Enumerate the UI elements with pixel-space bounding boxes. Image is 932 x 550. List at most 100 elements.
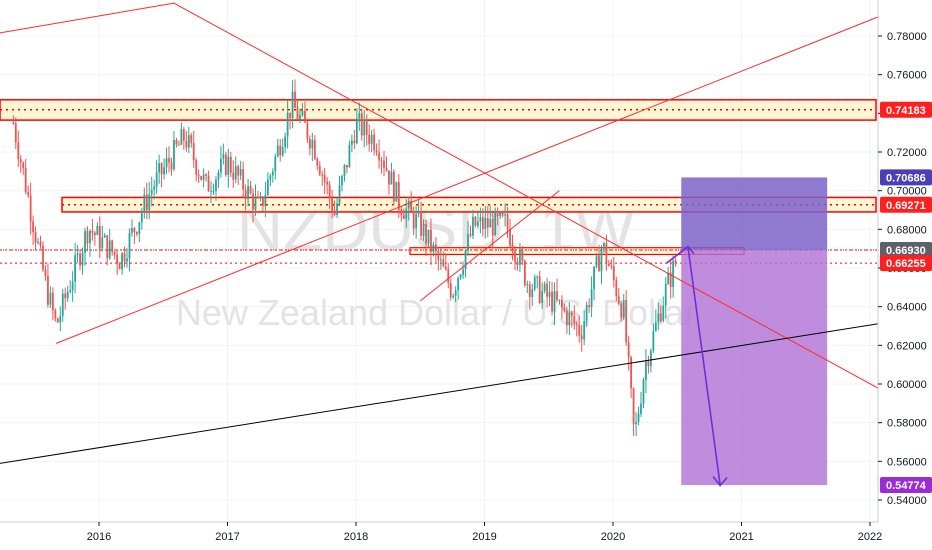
candle-body (61, 293, 64, 316)
candle-body (170, 162, 173, 170)
candle-body (239, 168, 242, 176)
candle-body (568, 312, 571, 326)
candle-body (430, 229, 432, 252)
candle-body (148, 194, 151, 211)
candle-body (637, 413, 640, 422)
candle-body (652, 330, 655, 351)
candle-body (521, 250, 524, 262)
candle-body (617, 296, 620, 304)
candle-body (259, 196, 262, 198)
support-trendline[interactable] (0, 317, 913, 468)
candle-body (175, 140, 178, 145)
candle-body (583, 321, 586, 340)
candle-body (447, 269, 450, 284)
trendline[interactable] (419, 190, 560, 302)
candle-body (459, 274, 462, 278)
candle-body (56, 318, 59, 323)
candle-body (66, 291, 69, 299)
candle-body (326, 181, 329, 185)
candle-body (128, 233, 131, 259)
price-tick-label: 0.70000 (887, 186, 927, 198)
candle-body (294, 91, 296, 108)
candle-body (499, 212, 502, 217)
candle-body (407, 200, 410, 209)
candle-body (477, 221, 479, 226)
candle-body (486, 217, 489, 228)
candle-body (306, 122, 309, 139)
candle-body (420, 211, 422, 236)
short-position-tool[interactable] (681, 177, 828, 486)
candle-body (158, 163, 161, 173)
candle-body (491, 218, 494, 236)
candle-body (514, 251, 516, 262)
trendlines[interactable] (0, 2, 914, 468)
candle-body (457, 277, 460, 291)
candle-body (276, 145, 279, 157)
candle-body (321, 174, 324, 176)
candle-body (178, 144, 180, 146)
candle-body (672, 260, 675, 287)
candle-body (220, 158, 222, 173)
candle-body (546, 283, 549, 297)
candle-body (71, 281, 74, 291)
candle-body (116, 254, 119, 265)
candle-body (659, 313, 662, 321)
candle-body (556, 291, 558, 300)
candle-body (131, 228, 133, 234)
trendline[interactable] (55, 2, 914, 344)
candle-body (143, 194, 146, 213)
price-tick-label: 0.62000 (887, 340, 927, 352)
candle-body (452, 295, 455, 298)
candle-body (24, 168, 27, 192)
candle-body (501, 212, 504, 216)
candle-body (380, 160, 383, 162)
candle-body (523, 261, 526, 286)
candle-body (59, 315, 62, 323)
arrow-head (712, 476, 728, 487)
candle-body (630, 357, 633, 389)
trendline[interactable] (173, 2, 914, 408)
projection-arrow[interactable] (666, 245, 728, 487)
trendline[interactable] (0, 2, 175, 38)
candle-body (47, 276, 49, 305)
candle-body (86, 231, 89, 244)
candle-body (51, 292, 54, 311)
price-tag-label: 0.70686 (886, 172, 926, 184)
candle-body (331, 198, 334, 213)
candle-body (202, 174, 205, 180)
candle-body (17, 142, 20, 160)
candle-body (153, 186, 156, 190)
candle-body (395, 181, 398, 202)
candle-body (536, 276, 539, 278)
candle-body (224, 154, 227, 175)
candle-body (664, 283, 667, 306)
candle-body (12, 122, 15, 124)
candle-body (34, 232, 37, 243)
candle-body (271, 171, 274, 176)
candle-body (252, 193, 254, 210)
price-tag-label: 0.54774 (886, 480, 927, 492)
candle-body (422, 223, 425, 236)
candle-body (341, 176, 343, 186)
candle-body (506, 214, 509, 229)
candle-body (427, 229, 430, 244)
candle-body (217, 172, 220, 180)
candle-body (44, 269, 47, 277)
stop-loss-zone[interactable] (681, 177, 828, 251)
candle-body (279, 145, 282, 156)
price-tick-label: 0.58000 (887, 418, 927, 430)
candle-body (620, 303, 623, 318)
candle-body (257, 196, 259, 198)
price-tag-label: 0.74183 (886, 105, 926, 117)
price-axis[interactable]: 0.780000.760000.740000.720000.700000.680… (877, 0, 932, 550)
candle-body (481, 217, 484, 229)
candle-body (229, 156, 232, 173)
candle-body (281, 147, 284, 156)
candle-body (301, 110, 304, 116)
time-axis[interactable]: 2016 2017 2018 2019 2020 2021 2022 (0, 521, 882, 543)
candle-body (368, 134, 371, 144)
candle-body (363, 119, 366, 136)
take-profit-zone[interactable] (681, 250, 828, 486)
candle-body (121, 253, 123, 270)
